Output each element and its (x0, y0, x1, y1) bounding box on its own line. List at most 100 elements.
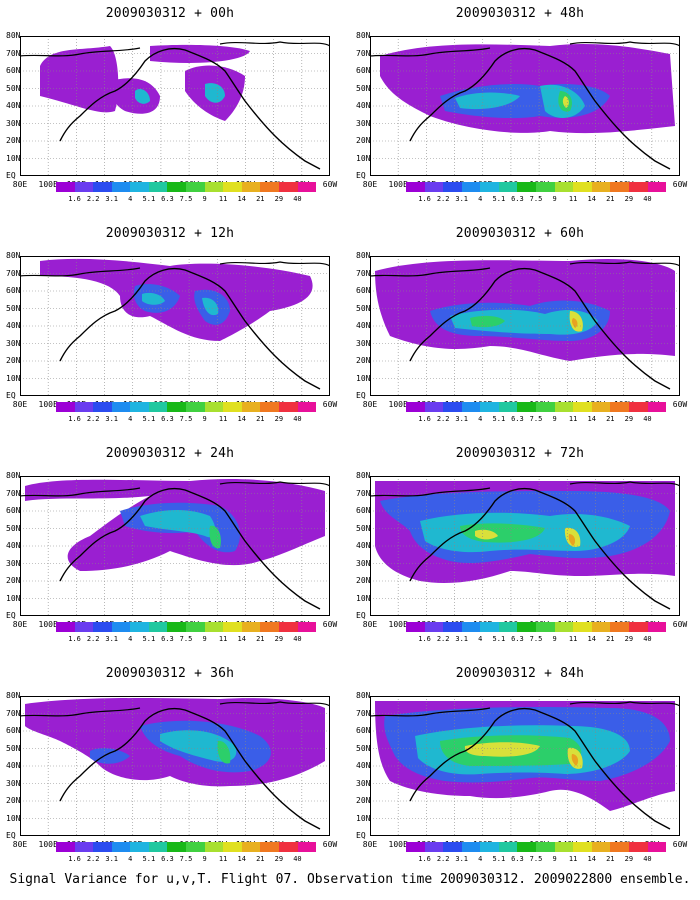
colorbar-swatch (241, 402, 261, 412)
colorbar-swatch (517, 842, 537, 852)
colorbar-swatch (424, 182, 444, 192)
map-panel: 2009030312 + 60h 80N 70N 60N 50N 40N 30N 20N 10N… (350, 226, 690, 446)
colorbar-swatch (554, 842, 574, 852)
lon-label: 80E (362, 620, 378, 629)
colorbar (56, 622, 317, 632)
colorbar-label: 6.3 (511, 635, 524, 643)
lat-label: 30N (6, 778, 21, 788)
colorbar-label: 2.2 (86, 195, 100, 203)
lat-label: 60N (356, 286, 371, 295)
colorbar-label: 3.1 (105, 195, 119, 203)
colorbar-swatch (297, 622, 317, 632)
colorbar-swatch (93, 842, 112, 852)
colorbar-swatch (461, 402, 481, 412)
lat-label: 60N (6, 506, 21, 515)
colorbar-label: 5.1 (492, 415, 506, 423)
colorbar-label: 11 (218, 855, 228, 863)
lat-label: 20N (356, 356, 371, 365)
colorbar-label: 7.5 (529, 195, 543, 203)
colorbar-label: 4 (128, 855, 133, 863)
variance-contour (209, 525, 221, 549)
colorbar-label: 9 (552, 635, 557, 643)
colorbar-label: 7.5 (179, 855, 193, 863)
colorbar-label: 7.5 (179, 415, 193, 423)
colorbar-label: 5.1 (492, 195, 506, 203)
colorbar-swatch (56, 622, 75, 632)
figure-caption: Signal Variance for u,v,T. Flight 07. Ob… (9, 872, 691, 887)
variance-contour (40, 46, 119, 113)
lon-label: 60W (672, 620, 688, 629)
lat-label: 10N (6, 153, 21, 163)
map-area: 80N70N60N50N40N30N20N10NEQ80E100E120E140… (356, 691, 687, 849)
panel-title: 2009030312 + 12h (105, 226, 235, 241)
colorbar-label: 1.6 (68, 415, 81, 423)
colorbar-swatch (424, 622, 444, 632)
map-area: 80N70N60N50N40N30N20N10NEQ80E100E120E140… (6, 691, 337, 849)
variance-contour (142, 292, 165, 305)
colorbar-swatch (536, 182, 555, 192)
colorbar-label: 5.1 (142, 195, 156, 203)
lon-label: 60W (322, 620, 338, 629)
lon-label: 80E (12, 840, 28, 849)
colorbar-swatch (406, 622, 425, 632)
lat-label: 40N (6, 541, 21, 550)
lat-label: 60N (356, 506, 371, 515)
colorbar-label: 11 (218, 415, 228, 423)
colorbar-swatch (223, 402, 242, 412)
lat-label: EQ (356, 171, 366, 180)
colorbar-label: 29 (274, 415, 284, 423)
colorbar-swatch (223, 182, 242, 192)
lat-label: 60N (356, 726, 371, 735)
colorbar-label: 7.5 (179, 195, 193, 203)
lon-label: 60W (322, 180, 338, 189)
colorbar-swatch (148, 622, 168, 632)
colorbar-label: 2.2 (436, 635, 450, 643)
lon-label: 60W (672, 180, 688, 189)
colorbar-swatch (628, 842, 648, 852)
colorbar-label: 21 (606, 195, 615, 203)
colorbar-swatch (517, 182, 537, 192)
lat-label: 70N (6, 488, 21, 498)
colorbar-label: 4 (478, 415, 483, 423)
colorbar-label: 14 (237, 635, 246, 643)
colorbar-label: 40 (293, 635, 302, 643)
colorbar-swatch (480, 842, 499, 852)
coastline (409, 707, 671, 830)
colorbar-label: 2.2 (86, 415, 100, 423)
colorbar-label: 4 (128, 195, 133, 203)
colorbar-label: 4 (478, 855, 483, 863)
colorbar-label: 7.5 (529, 635, 543, 643)
colorbar-label: 7.5 (179, 635, 193, 643)
colorbar-swatch (536, 842, 555, 852)
coastline (409, 267, 671, 390)
colorbar-label: 4 (128, 635, 133, 643)
variance-contour (150, 44, 250, 63)
colorbar-label: 6.3 (161, 415, 174, 423)
colorbar-label: 1.6 (68, 855, 81, 863)
colorbar-label: 3.1 (455, 195, 469, 203)
panel-title: 2009030312 + 00h (105, 6, 235, 21)
colorbar-label: 2.2 (436, 415, 450, 423)
colorbar-swatch (204, 402, 224, 412)
lon-label: 80E (12, 400, 28, 409)
lon-label: 60W (672, 840, 688, 849)
lat-label: 70N (356, 48, 371, 58)
colorbar-label: 1.6 (418, 855, 431, 863)
colorbar (406, 842, 667, 852)
colorbar-label: 29 (624, 855, 634, 863)
lon-label: 100E (388, 180, 408, 189)
colorbar-label: 14 (237, 415, 246, 423)
colorbar-swatch (130, 182, 149, 192)
colorbar-swatch (573, 182, 592, 192)
lat-label: 50N (356, 743, 371, 753)
colorbar-label: 5.1 (142, 855, 156, 863)
map-panel: 2009030312 + 84h 80N 70N 60N 50N 40N 30N 20N 10N… (350, 666, 690, 886)
colorbar-swatch (591, 842, 611, 852)
lon-label: 80E (12, 180, 28, 189)
lat-label: 10N (6, 593, 21, 603)
lat-label: 10N (6, 813, 21, 823)
lat-label: 30N (6, 558, 21, 568)
variance-contour (470, 315, 505, 328)
lat-label: 80N (6, 471, 21, 480)
colorbar-swatch (480, 182, 499, 192)
